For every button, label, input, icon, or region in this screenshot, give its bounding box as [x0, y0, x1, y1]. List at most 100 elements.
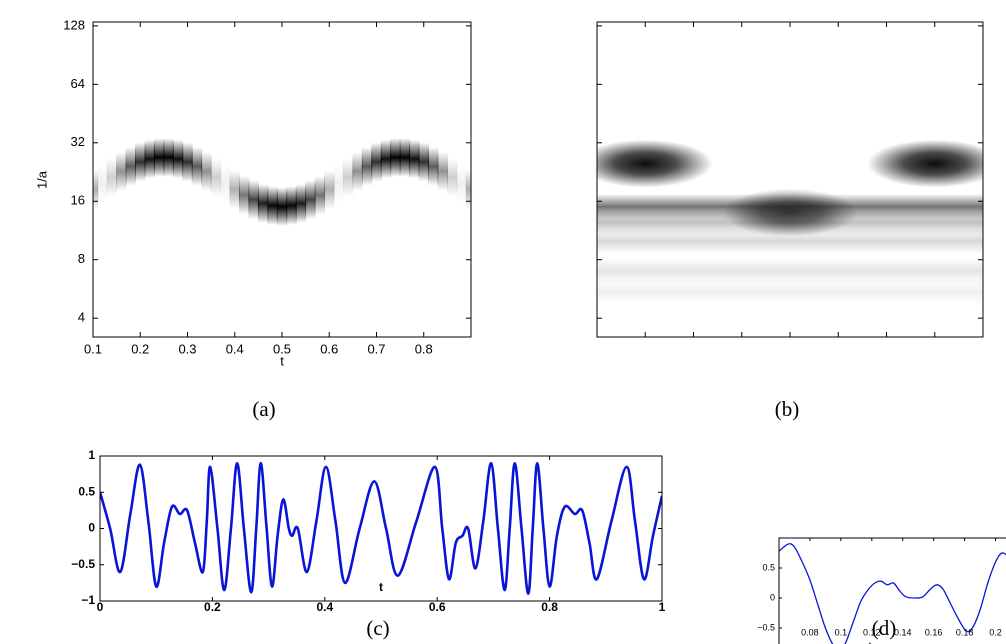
- ridge-column: [125, 147, 137, 186]
- ridge-column: [399, 138, 411, 177]
- x-tick-label: 0.12: [863, 627, 881, 637]
- y-tick-label: 8: [78, 251, 85, 266]
- ridge-column: [418, 142, 429, 182]
- ridge-column: [295, 184, 307, 223]
- x-tick-label: 0.8: [415, 341, 433, 356]
- ridge-column: [342, 158, 354, 197]
- y-tick-label: 32: [71, 134, 85, 149]
- energy-blob: [597, 139, 713, 188]
- y-tick-label: 0: [88, 521, 95, 535]
- x-tick-label: 0.6: [429, 600, 446, 614]
- x-tick-label: 0.1: [84, 341, 102, 356]
- x-tick-label: 0.18: [956, 627, 974, 637]
- panel: (b): [596, 21, 984, 421]
- y-tick-label: 128: [63, 17, 85, 32]
- ridge-column: [191, 147, 203, 186]
- y-tick-label: 4: [78, 310, 85, 325]
- signal-line: [779, 543, 1006, 644]
- ridge-column: [437, 152, 448, 191]
- y-tick-label: 16: [71, 193, 85, 208]
- ridge-column: [201, 152, 212, 191]
- x-axis-label: t: [379, 580, 383, 594]
- x-tick-label: 0.5: [273, 341, 291, 356]
- ridge-column: [361, 147, 373, 186]
- panel: 0.1 0.2 0.3 0.4 0.5 0.6 0.7 0.8 4 8 16 32 64 128 t 1/a (…: [34, 17, 472, 421]
- ridge-column: [324, 170, 335, 209]
- x-axis-label: t: [869, 640, 872, 644]
- ridge-column: [97, 163, 108, 203]
- axes-box: [92, 21, 472, 338]
- ridge-column: [286, 186, 297, 225]
- plot-area: [597, 139, 983, 305]
- ridge-column: [446, 158, 458, 197]
- ridge-column: [390, 138, 401, 177]
- y-tick-label: −1: [81, 593, 95, 607]
- ridge-column: [106, 158, 118, 197]
- axes-box: [778, 537, 1006, 644]
- ridge-column: [220, 163, 231, 203]
- x-tick-label: 1: [659, 600, 666, 614]
- ridge-column: [182, 142, 193, 182]
- ridge-column: [456, 163, 467, 203]
- ridge-column: [427, 147, 439, 186]
- x-tick-label: 0.8: [541, 600, 558, 614]
- ridge-column: [172, 139, 184, 179]
- ridge-column: [465, 170, 471, 209]
- energy-blob: [722, 188, 858, 237]
- y-tick-label: 0.5: [78, 484, 95, 498]
- scale-band: [597, 278, 983, 305]
- y-tick-label: −0.5: [71, 557, 95, 571]
- x-tick-label: 0.2: [131, 341, 149, 356]
- x-tick-label: 0.2: [204, 600, 221, 614]
- ridge-column: [229, 170, 240, 209]
- ridge-column: [144, 139, 155, 179]
- y-axis-label: 1/a: [34, 170, 49, 189]
- energy-blob: [867, 139, 983, 188]
- panel: 0.08 0.1 0.12 0.14 0.16 0.18 0.2 −0.5 0 0.5 t(d): [757, 537, 1006, 644]
- ridge-column: [267, 186, 278, 225]
- ridge-column: [116, 152, 127, 191]
- ridge-column: [333, 163, 344, 203]
- y-tick-label: −0.5: [757, 622, 775, 632]
- ridge-column: [409, 139, 420, 179]
- ridge-column: [238, 175, 250, 215]
- x-axis-label: t: [280, 353, 284, 368]
- ridge-column: [93, 170, 99, 209]
- y-tick-label: 1: [88, 448, 95, 462]
- x-tick-label: 0.2: [989, 627, 1002, 637]
- ridge-column: [314, 175, 326, 215]
- ridge-column: [163, 138, 174, 177]
- ridge-column: [352, 152, 363, 191]
- x-tick-label: 0.6: [320, 341, 338, 356]
- plot-area: [93, 138, 471, 226]
- x-tick-label: 0.1: [835, 627, 848, 637]
- ridge-column: [153, 138, 165, 177]
- ridge-column: [276, 187, 288, 226]
- x-tick-label: 0.14: [894, 627, 912, 637]
- signal-line: [100, 461, 662, 596]
- x-tick-label: 0: [97, 600, 104, 614]
- plot-area: [100, 461, 662, 596]
- panel: 0 0.2 0.4 0.6 0.8 1 −1 −0.5 0 0.5 1 t (c): [71, 448, 665, 640]
- y-tick-label: 0.5: [762, 562, 775, 572]
- ridge-column: [210, 158, 222, 197]
- x-tick-label: 0.4: [226, 341, 244, 356]
- ridge-column: [257, 184, 269, 223]
- panel-caption: (d): [872, 616, 897, 640]
- panel-caption: (b): [775, 397, 800, 421]
- ridge-column: [371, 142, 382, 182]
- x-tick-label: 0.3: [178, 341, 196, 356]
- ridge-column: [135, 142, 146, 182]
- y-tick-label: 64: [71, 76, 85, 91]
- y-tick-label: 0: [770, 592, 775, 602]
- panel-caption: (c): [366, 616, 389, 640]
- ridge-column: [248, 180, 259, 219]
- x-tick-label: 0.7: [367, 341, 385, 356]
- ridge-column: [305, 180, 316, 219]
- x-tick-label: 0.16: [925, 627, 943, 637]
- panel-caption: (a): [252, 397, 275, 421]
- x-tick-label: 0.4: [316, 600, 333, 614]
- ridge-column: [380, 139, 392, 179]
